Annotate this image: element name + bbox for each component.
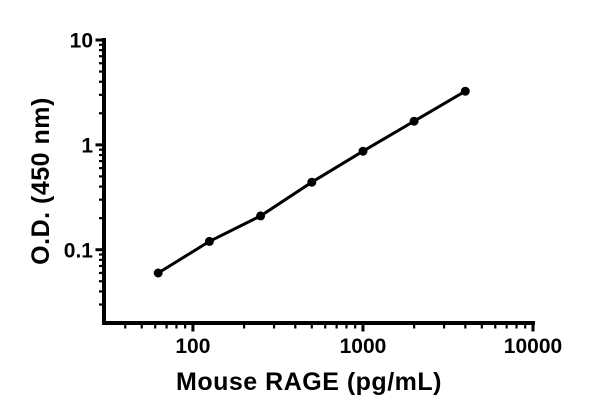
- y-tick-label: 10: [70, 30, 93, 53]
- x-tick-label: 10000: [504, 335, 562, 358]
- data-point: [153, 268, 163, 278]
- data-point: [460, 86, 470, 96]
- data-point: [256, 211, 266, 221]
- axes: 100 1000 10000 0.1 1 10: [64, 30, 562, 358]
- data-series: [153, 86, 470, 278]
- data-point: [409, 116, 419, 126]
- x-tick-label: 1000: [340, 335, 387, 358]
- y-tick-label: 1: [81, 134, 93, 157]
- x-tick-label: 100: [175, 335, 210, 358]
- data-point: [204, 236, 214, 246]
- data-point: [358, 146, 368, 156]
- x-axis-title: Mouse RAGE (pg/mL): [176, 368, 442, 396]
- y-axis-title: O.D. (450 nm): [27, 97, 55, 265]
- data-point: [307, 177, 317, 187]
- y-tick-label: 0.1: [64, 239, 94, 262]
